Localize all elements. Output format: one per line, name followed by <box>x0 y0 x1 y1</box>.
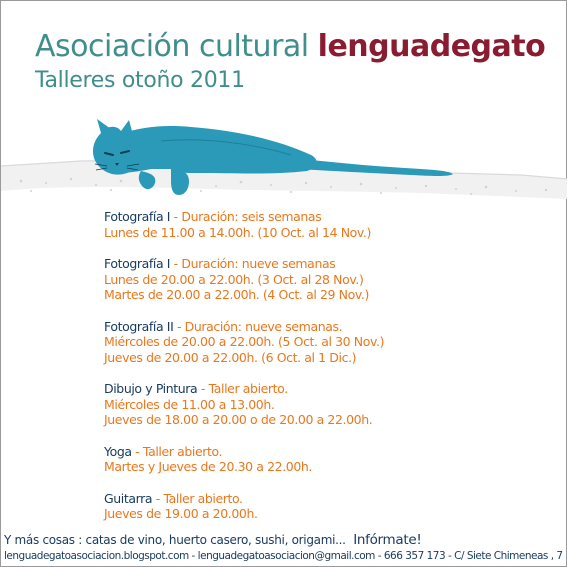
title-association: Asociación cultural <box>35 29 309 64</box>
workshop-separator: - <box>200 381 206 396</box>
workshop-time-slot: Jueves de 18.00 a 20.00 o de 20.00 a 22.… <box>104 412 373 427</box>
workshop-name: Yoga <box>104 443 132 459</box>
workshop-heading: Yoga - Taller abierto. <box>104 444 544 460</box>
workshop-time-slot: Lunes de 11.00 a 14.00h. (10 Oct. al 14 … <box>104 224 371 240</box>
cat-eye-left <box>104 152 114 156</box>
poster-title: Asociación cultural lenguadegato <box>35 29 546 65</box>
workshop-schedule: Fotografía I - Duración: seis semanas Lun… <box>104 209 544 538</box>
workshop-item: Dibujo y Pintura - Taller abierto. Miérco… <box>104 381 544 428</box>
cat-ear-left <box>97 119 111 133</box>
workshop-separator: - <box>176 318 182 334</box>
title-brand: lenguadegato <box>317 29 546 64</box>
workshop-name: Guitarra <box>104 490 153 506</box>
workshop-heading: Guitarra - Taller abierto. <box>104 491 544 507</box>
workshop-detail: Taller abierto. <box>163 490 243 506</box>
cat-shading <box>160 139 292 156</box>
workshop-heading: Fotografía I - Duración: nueve semanas <box>104 256 544 272</box>
cat-nose <box>115 163 119 166</box>
workshop-name: Fotografía II <box>104 318 174 334</box>
workshop-heading: Fotografía I - Duración: seis semanas <box>104 209 544 225</box>
cat-eye-right <box>120 150 130 154</box>
workshop-name: Fotografía I <box>104 209 171 224</box>
workshop-item: Guitarra - Taller abierto. Jueves de 19.0… <box>104 491 544 522</box>
cat-paw-back <box>138 171 156 190</box>
footer-cta: Infórmate! <box>353 532 422 548</box>
cat-paw-front <box>171 167 189 195</box>
cat-tail <box>299 159 453 176</box>
workshop-detail: Duración: seis semanas <box>181 209 322 224</box>
workshop-name: Dibujo y Pintura <box>104 381 198 396</box>
workshop-time-slot: Miércoles de 20.00 a 22.00h. (5 Oct. al … <box>104 334 385 349</box>
workshop-item: Fotografía I - Duración: seis semanas Lun… <box>104 209 544 240</box>
cat-whiskers <box>94 163 140 171</box>
poster-subtitle: Talleres otoño 2011 <box>35 68 245 93</box>
cat-ear-right <box>121 120 133 135</box>
workshop-time-slot: Martes y Jueves de 20.30 a 22.00h. <box>104 459 312 474</box>
workshop-time-slot: Jueves de 19.00 a 20.00h. <box>104 506 258 521</box>
workshop-item: Fotografía II - Duración: nueve semanas.… <box>104 319 544 366</box>
workshop-item: Yoga - Taller abierto. Martes y Jueves de… <box>104 444 544 475</box>
workshop-separator: - <box>155 490 161 506</box>
workshop-time-slot: Miércoles de 11.00 a 13.00h. <box>104 396 275 412</box>
workshop-time-slot: Lunes de 20.00 a 22.00h. (3 Oct. al 28 N… <box>104 271 364 287</box>
workshop-detail: Duración: nueve semanas. <box>184 318 343 334</box>
workshop-detail: Duración: nueve semanas <box>181 256 336 271</box>
workshop-time-slot: Martes de 20.00 a 22.00h. (4 Oct. al 29 … <box>104 287 369 302</box>
footer-contact: lenguadegatoasociacion.blogspot.com - le… <box>4 550 563 562</box>
workshop-time-slot: Jueves de 20.00 a 22.00h. (6 Oct. al 1 D… <box>104 349 357 365</box>
workshop-separator: - <box>173 209 179 224</box>
workshop-heading: Dibujo y Pintura - Taller abierto. <box>104 381 544 397</box>
footer-more-activities: Y más cosas : catas de vino, huerto case… <box>4 533 422 548</box>
cat-head <box>93 126 142 175</box>
workshop-item: Fotografía I - Duración: nueve semanas Lu… <box>104 256 544 303</box>
workshop-detail: Taller abierto. <box>142 443 223 459</box>
workshop-detail: Taller abierto. <box>208 381 289 396</box>
cat-body <box>98 126 317 174</box>
footer-more-text: Y más cosas : catas de vino, huerto case… <box>4 533 346 547</box>
cat-on-wall-illustration <box>1 119 567 199</box>
workshop-separator: - <box>135 443 140 459</box>
workshop-separator: - <box>173 256 179 271</box>
workshop-name: Fotografía I <box>104 256 171 271</box>
workshop-heading: Fotografía II - Duración: nueve semanas. <box>104 319 544 335</box>
